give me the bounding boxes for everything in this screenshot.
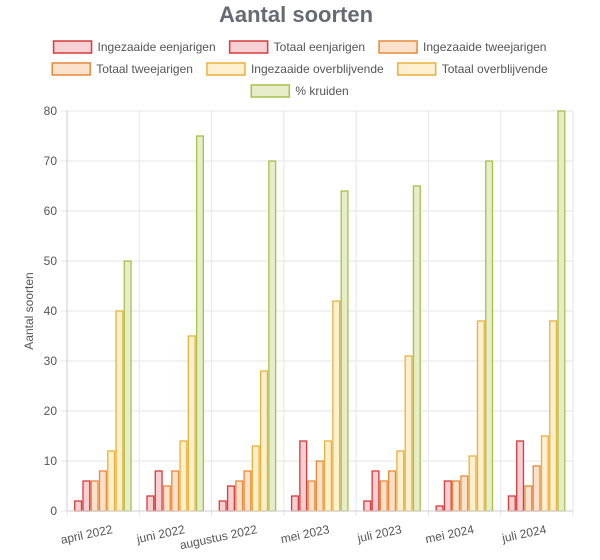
bar: [115, 310, 124, 512]
bar: [235, 480, 244, 512]
bar: [290, 495, 299, 512]
bar: [299, 440, 308, 512]
bar: [379, 480, 388, 512]
legend-swatch: [52, 40, 93, 54]
bar: [332, 300, 341, 512]
bar: [307, 480, 316, 512]
bar: [154, 470, 163, 512]
y-tick-label: 40: [44, 304, 58, 318]
bar: [195, 135, 204, 512]
legend-swatch: [250, 84, 291, 98]
legend-swatch: [51, 62, 91, 76]
bar: [435, 505, 444, 512]
bar: [218, 500, 227, 512]
bar: [516, 440, 525, 512]
chart-title: Aantal soorten: [219, 2, 373, 27]
bar: [549, 320, 558, 512]
legend-label: Ingezaaide tweejarigen: [423, 40, 546, 54]
bar: [82, 480, 91, 512]
x-tick-label: juli 2023: [355, 522, 403, 545]
bar: [460, 475, 469, 512]
bar: [187, 335, 196, 512]
bar: [243, 470, 252, 512]
bar: [485, 160, 494, 512]
legend-swatch: [206, 62, 246, 76]
legend-label: Ingezaaide overblijvende: [251, 62, 384, 76]
bar: [443, 480, 452, 512]
bar: [98, 470, 107, 512]
bar: [452, 480, 461, 512]
bar: [268, 160, 277, 512]
y-tick-label: 80: [44, 104, 58, 118]
legend-label: % kruiden: [295, 84, 348, 98]
bar: [557, 110, 566, 512]
legend-swatch: [378, 40, 418, 54]
bar: [412, 185, 421, 512]
bar: [532, 465, 541, 512]
y-tick-label: 30: [44, 354, 58, 368]
bar: [251, 445, 260, 512]
bar: [323, 440, 333, 512]
x-tick-label: mei 2024: [424, 522, 476, 546]
bar: [226, 485, 235, 512]
legend-label: Ingezaaide eenjarigen: [98, 40, 216, 54]
bar: [74, 500, 83, 512]
bar: [363, 500, 372, 512]
bar: [171, 470, 180, 512]
legend-label: Totaal eenjarigen: [274, 40, 365, 54]
bar: [388, 470, 397, 512]
bar: [540, 435, 549, 512]
y-tick-label: 0: [50, 504, 57, 518]
bar: [468, 455, 477, 512]
x-tick-label: augustus 2022: [178, 522, 258, 552]
legend: Ingezaaide eenjarigen Totaal eenjarigen In…: [51, 40, 548, 98]
bar: [179, 440, 188, 512]
x-tick-label: mei 2023: [279, 522, 331, 546]
bar: [107, 450, 116, 512]
bar: [476, 320, 485, 512]
y-tick-label: 60: [44, 204, 58, 218]
bar: [123, 260, 132, 512]
bar: [315, 460, 324, 512]
legend-label: Totaal tweejarigen: [96, 62, 193, 76]
bar: [507, 495, 516, 512]
y-axis-title: Aantal soorten: [22, 272, 36, 349]
x-tick-label: juli 2024: [500, 522, 548, 545]
y-tick-label: 10: [44, 454, 58, 468]
bar: [404, 355, 413, 512]
bars: [74, 110, 566, 512]
legend-label: Totaal overblijvende: [442, 62, 548, 76]
bar: [146, 495, 155, 512]
legend-swatch: [228, 40, 269, 54]
bar: [162, 485, 171, 512]
grid: [61, 110, 574, 516]
bar: [396, 450, 405, 512]
bar: [524, 485, 533, 512]
y-tick-label: 20: [44, 404, 58, 418]
bar: [340, 190, 349, 512]
bar: [371, 470, 380, 512]
y-tick-label: 50: [44, 254, 58, 268]
x-tick-label: april 2022: [59, 522, 114, 547]
y-tick-label: 70: [44, 154, 58, 168]
bar: [259, 370, 269, 512]
legend-swatch: [396, 62, 437, 76]
bar: [90, 480, 99, 512]
